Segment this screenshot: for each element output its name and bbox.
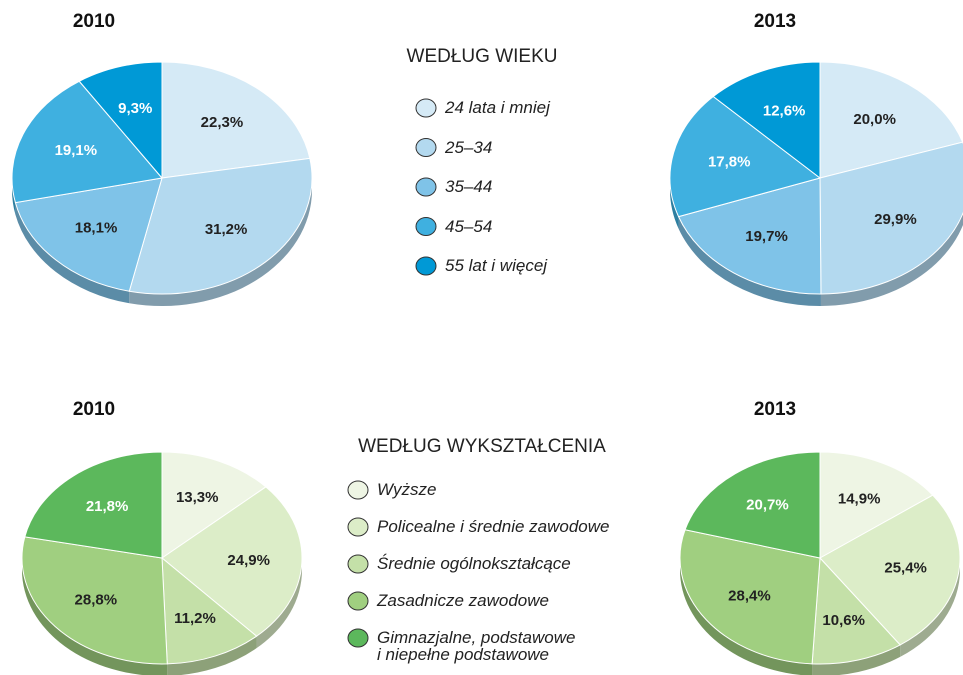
legend-swatch (415, 256, 437, 276)
legend-swatch (415, 138, 437, 157)
pie-side (900, 558, 961, 657)
legend-swatch (347, 517, 369, 537)
pie-slice (24, 451, 163, 559)
legend-swatch (347, 628, 369, 648)
value-label: 20,7% (746, 497, 789, 514)
legend-label: 45–54 (445, 216, 493, 236)
legend-label: Gimnazjalne, podstawowe i niepełne podst… (377, 628, 576, 664)
value-label: 9,3% (118, 100, 152, 117)
pie-slice (128, 157, 313, 295)
legend-swatch (347, 554, 369, 574)
value-label: 28,4% (728, 587, 771, 604)
value-label: 14,9% (838, 490, 881, 507)
value-label: 31,2% (205, 221, 248, 238)
legend-swatch (347, 480, 369, 500)
pie-side (670, 178, 679, 229)
legend-label: 55 lat i więcej (445, 256, 548, 275)
pie-side (820, 212, 963, 306)
pie-slice (161, 61, 311, 179)
legend-swatch (415, 98, 437, 118)
legend-label: 25–34 (445, 137, 493, 157)
pie-slice (161, 451, 267, 559)
legend-label: 35–44 (445, 177, 493, 196)
value-label: 20,0% (853, 111, 896, 128)
legend-label: Policealne i średnie zawodowe (377, 517, 610, 536)
pie-side (22, 558, 168, 675)
legend-swatch (415, 177, 437, 197)
pie-side (167, 636, 257, 675)
pie-slice (811, 556, 901, 665)
value-label: 28,8% (75, 591, 118, 608)
pie-year: 2010 (73, 11, 115, 32)
value-label: 10,6% (822, 612, 865, 629)
pie-slice (819, 451, 934, 559)
pie-slice (819, 61, 963, 179)
value-label: 24,9% (227, 552, 270, 569)
value-label: 17,8% (708, 153, 751, 170)
pie-slice (819, 141, 963, 295)
value-label: 19,7% (745, 228, 788, 245)
value-label: 22,3% (201, 114, 244, 131)
legend-label: Wyższe (377, 480, 437, 499)
pie-side (678, 216, 821, 306)
value-label: 11,2% (174, 610, 216, 627)
pie-slice (161, 556, 258, 665)
legend-swatch (415, 217, 437, 236)
value-label: 18,1% (75, 220, 118, 237)
legend-label: Średnie ogólnokształcące (377, 554, 571, 573)
pie-side (812, 644, 901, 675)
section-title: WEDŁUG WYKSZTAŁCENIA (358, 436, 606, 457)
pie-slice (679, 529, 821, 665)
pie-slice (712, 61, 821, 180)
pie-slice (684, 451, 821, 559)
section-title: WEDŁUG WIEKU (407, 46, 558, 67)
value-label: 13,3% (176, 489, 219, 506)
pie-year: 2013 (754, 399, 796, 420)
pie-slice (21, 536, 168, 665)
legend-label: 24 lata i mniej (445, 98, 550, 117)
pie-side (256, 558, 302, 649)
pie-side (15, 202, 130, 304)
pie-year: 2013 (754, 11, 796, 32)
pie-slice (161, 486, 303, 637)
value-label: 19,1% (55, 142, 98, 159)
pie-year: 2010 (73, 399, 115, 420)
value-label: 25,4% (884, 560, 927, 577)
pie-slice (11, 80, 163, 204)
value-label: 12,6% (763, 103, 806, 120)
legend-label: Zasadnicze zawodowe (377, 591, 549, 610)
pie-slice (78, 61, 163, 180)
pie-slice (669, 95, 822, 218)
pie-slice (819, 494, 961, 646)
value-label: 21,8% (86, 498, 129, 515)
pie-slice (14, 177, 163, 292)
value-label: 29,9% (874, 211, 917, 228)
legend-swatch (347, 591, 369, 611)
